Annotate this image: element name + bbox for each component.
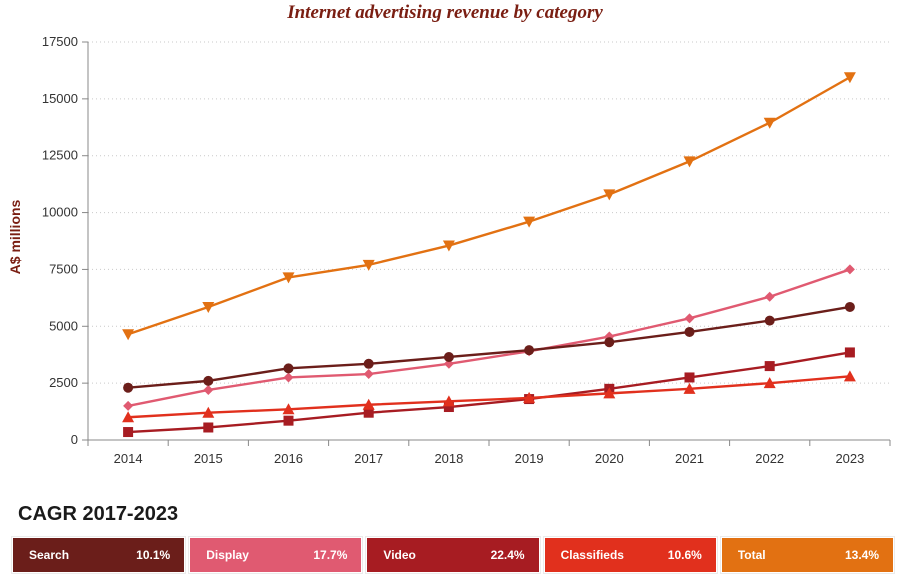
data-point-display <box>684 313 695 324</box>
data-point-search <box>363 358 374 369</box>
line-chart: 0 2500 5000 7500 10000 12500 15000 17500 2014 201… <box>7 34 891 466</box>
data-point-video <box>684 372 695 383</box>
data-point-total <box>122 329 135 341</box>
data-point-total <box>282 272 295 284</box>
data-point-classifieds <box>763 377 776 389</box>
data-point-display <box>203 384 214 395</box>
data-point-video <box>363 407 374 418</box>
data-point-total <box>843 72 856 84</box>
axes: 0 2500 5000 7500 10000 12500 15000 17500 2014 201… <box>42 34 891 466</box>
cagr-box-total: Total 13.4% <box>720 537 895 573</box>
data-point-total <box>442 240 455 252</box>
cagr-heading: CAGR 2017-2023 <box>18 503 179 525</box>
data-point-classifieds <box>683 382 696 394</box>
data-point-search <box>203 375 214 386</box>
series-line-classifieds <box>128 375 851 419</box>
data-point-classifieds <box>442 395 455 407</box>
data-point-search <box>684 326 695 337</box>
data-point-search <box>283 363 294 374</box>
series-layer <box>122 72 856 438</box>
y-tick-label: 17500 <box>42 34 78 49</box>
y-axis-label: A$ millions <box>7 199 23 274</box>
x-tick-label: 2018 <box>434 451 463 466</box>
y-tick-label: 7500 <box>49 261 78 276</box>
data-point-classifieds <box>122 411 135 423</box>
chart-title: Internet advertising revenue by category <box>287 2 603 23</box>
cagr-row: Search 10.1% Display 17.7% Video 22.4% Classif… <box>12 537 895 573</box>
data-point-display <box>844 264 855 275</box>
data-point-total <box>362 259 375 271</box>
data-point-display <box>123 400 134 411</box>
data-point-total <box>202 301 215 313</box>
cagr-value: 17.7% <box>313 548 348 562</box>
cagr-value: 10.6% <box>667 548 702 562</box>
data-point-total <box>523 216 536 228</box>
series-line-total <box>127 76 851 336</box>
data-point-total <box>603 189 616 201</box>
data-point-video <box>283 415 294 426</box>
series-line-search <box>127 305 851 389</box>
x-tick-label: 2019 <box>515 451 544 466</box>
data-point-video <box>123 427 134 438</box>
data-point-search <box>604 337 615 348</box>
series-search <box>123 301 855 393</box>
series-line-display <box>127 268 851 408</box>
series-video <box>123 347 855 438</box>
x-tick-label: 2017 <box>354 451 383 466</box>
data-point-video <box>844 347 855 358</box>
cagr-label: Video <box>383 548 416 562</box>
data-point-display <box>764 291 775 302</box>
data-point-search <box>443 351 454 362</box>
cagr-value: 10.1% <box>136 548 171 562</box>
data-point-search <box>123 382 134 393</box>
data-point-search <box>524 345 535 356</box>
x-tick-label: 2016 <box>274 451 303 466</box>
grid-lines <box>88 41 890 384</box>
data-point-video <box>764 361 775 372</box>
data-point-classifieds <box>282 403 295 415</box>
data-point-classifieds <box>523 391 536 403</box>
data-point-classifieds <box>202 406 215 418</box>
data-point-classifieds <box>603 387 616 399</box>
data-point-video <box>443 402 454 413</box>
cagr-value: 22.4% <box>490 548 525 562</box>
x-tick-label: 2021 <box>675 451 704 466</box>
y-tick-label: 2500 <box>49 375 78 390</box>
y-tick-label: 10000 <box>42 205 78 220</box>
series-total <box>122 72 856 341</box>
data-point-search <box>844 301 855 312</box>
data-point-display <box>283 372 294 383</box>
y-tick-label: 12500 <box>42 148 78 163</box>
series-classifieds <box>122 370 856 423</box>
x-tick-label: 2022 <box>755 451 784 466</box>
y-tick-label: 5000 <box>49 318 78 333</box>
data-point-total <box>683 156 696 168</box>
data-point-search <box>764 315 775 326</box>
x-tick-label: 2020 <box>595 451 624 466</box>
cagr-label: Total <box>737 548 766 562</box>
cagr-label: Search <box>29 548 70 562</box>
x-tick-label: 2023 <box>835 451 864 466</box>
cagr-label: Classifieds <box>560 548 624 562</box>
cagr-box-video: Video 22.4% <box>366 537 540 573</box>
data-point-classifieds <box>362 398 375 410</box>
y-tick-label: 15000 <box>42 91 78 106</box>
x-tick-label: 2014 <box>114 451 143 466</box>
series-display <box>123 264 855 411</box>
cagr-box-display: Display 17.7% <box>189 537 363 573</box>
data-point-classifieds <box>843 370 856 382</box>
data-point-display <box>363 369 374 380</box>
cagr-label: Display <box>206 548 249 562</box>
cagr-box-classifieds: Classifieds 10.6% <box>543 537 717 573</box>
data-point-video <box>203 422 214 433</box>
cagr-value: 13.4% <box>844 548 880 562</box>
cagr-box-search: Search 10.1% <box>12 537 186 573</box>
data-point-total <box>763 117 776 129</box>
x-tick-label: 2015 <box>194 451 223 466</box>
y-tick-label: 0 <box>71 432 78 447</box>
series-line-video <box>128 351 851 434</box>
